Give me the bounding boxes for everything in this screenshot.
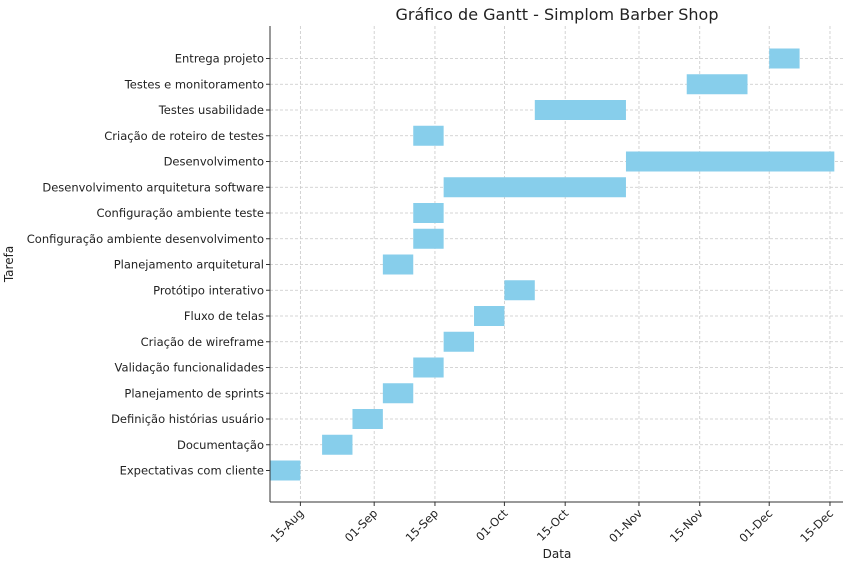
task-bar [443, 177, 626, 198]
chart-title: Gráfico de Gantt - Simplom Barber Shop [396, 5, 719, 24]
y-axis-label: Tarefa [2, 246, 16, 283]
x-ticks: 15-Aug 01-Sep 15-Sep 01-Oct 15-Oct 01-Nov 15-N… [268, 502, 836, 545]
task-bar [625, 151, 835, 172]
task-bar [413, 125, 444, 146]
x-tick-label: 15-Nov [667, 506, 706, 545]
task-bar [352, 409, 383, 429]
x-tick-label: 01-Oct [473, 506, 511, 544]
task-label: Testes e monitoramento [124, 77, 264, 91]
x-tick-label: 15-Aug [268, 506, 307, 545]
x-tick-label: 01-Dec [736, 506, 775, 545]
task-bar [686, 74, 748, 95]
task-label: Fluxo de telas [184, 309, 264, 323]
grid [270, 26, 843, 502]
task-label: Documentação [177, 438, 264, 452]
task-label: Configuração ambiente desenvolvimento [27, 232, 264, 246]
y-ticks: Expectativas com cliente Documentação Defi… [27, 52, 270, 478]
x-tick-label: 15-Dec [797, 506, 836, 545]
task-bar [443, 331, 475, 352]
task-label: Expectativas com cliente [120, 464, 264, 478]
task-bar [413, 228, 444, 249]
x-tick-label: 15-Oct [534, 506, 572, 544]
task-label: Desenvolvimento [164, 155, 264, 169]
x-tick-label: 15-Sep [403, 506, 442, 545]
task-bar [474, 306, 505, 326]
task-label: Criação de wireframe [141, 335, 264, 349]
task-label: Entrega projeto [175, 52, 264, 66]
task-bar [322, 434, 353, 455]
task-bar [382, 254, 414, 275]
task-bar [413, 203, 444, 223]
bars [270, 48, 835, 481]
task-label: Desenvolvimento arquitetura software [42, 180, 264, 194]
task-label: Configuração ambiente teste [96, 206, 264, 220]
task-bar [769, 48, 800, 69]
x-tick-label: 01-Sep [342, 506, 381, 545]
x-tick-label: 01-Nov [606, 506, 645, 545]
task-bar [534, 100, 626, 120]
task-label: Testes usabilidade [158, 103, 264, 117]
task-label: Definição histórias usuário [111, 412, 264, 426]
task-bar [504, 280, 535, 301]
task-bar [382, 383, 414, 404]
task-label: Planejamento arquitetural [114, 258, 264, 272]
task-label: Planejamento de sprints [124, 386, 264, 400]
task-bar [413, 357, 444, 378]
x-axis-label: Data [543, 547, 572, 561]
task-label: Protótipo interativo [153, 283, 264, 297]
task-label: Criação de roteiro de testes [104, 129, 264, 143]
task-bar [270, 460, 301, 481]
task-label: Validação funcionalidades [115, 361, 264, 375]
